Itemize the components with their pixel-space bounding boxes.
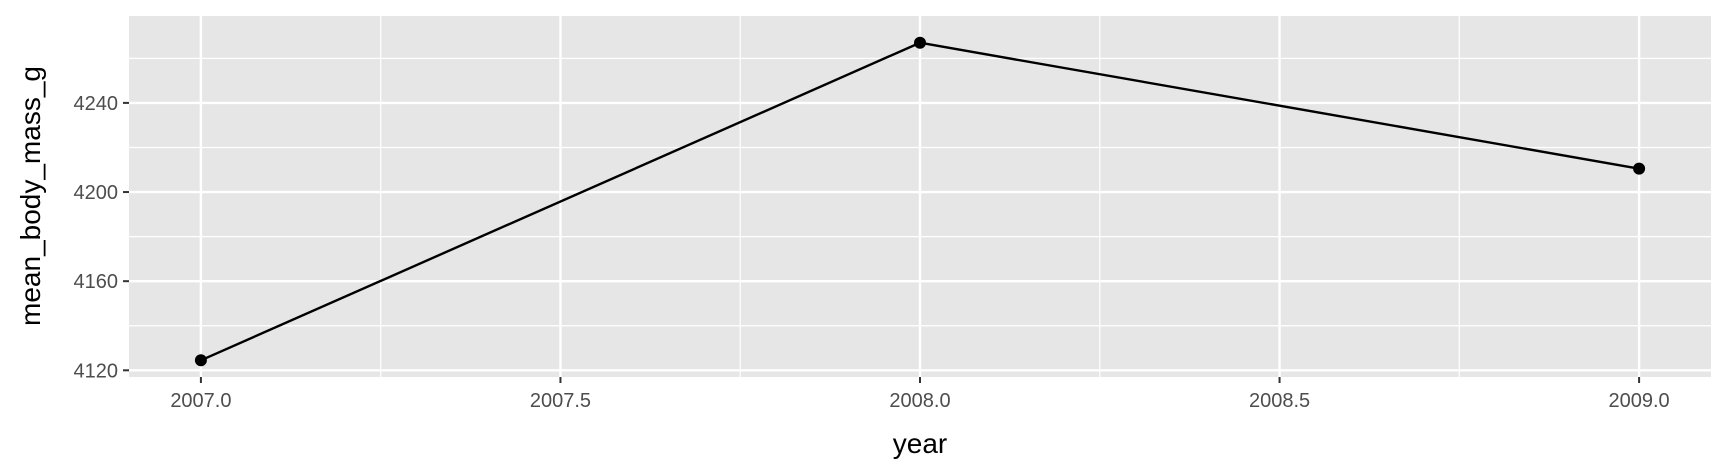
x-tick-label: 2007.5 xyxy=(530,390,591,412)
y-axis-title: mean_body_mass_g xyxy=(15,66,46,326)
axes: 2007.0 2007.5 2008.0 2008.5 2009.0 4120 4160 42… xyxy=(74,93,1670,412)
major-gridlines xyxy=(129,16,1711,377)
series-layer xyxy=(194,36,1646,367)
y-tick-label: 4200 xyxy=(74,182,119,204)
x-axis-title: year xyxy=(893,428,947,459)
y-tick-label: 4120 xyxy=(74,360,119,382)
x-tick-label: 2007.0 xyxy=(170,390,231,412)
data-point xyxy=(1633,162,1646,175)
x-tick-label: 2009.0 xyxy=(1609,390,1670,412)
y-tick-label: 4240 xyxy=(74,93,119,115)
x-tick-label: 2008.0 xyxy=(889,390,950,412)
data-point xyxy=(914,36,926,49)
data-point xyxy=(194,354,207,367)
x-tick-label: 2008.5 xyxy=(1249,390,1310,412)
y-tick-label: 4160 xyxy=(74,271,119,293)
